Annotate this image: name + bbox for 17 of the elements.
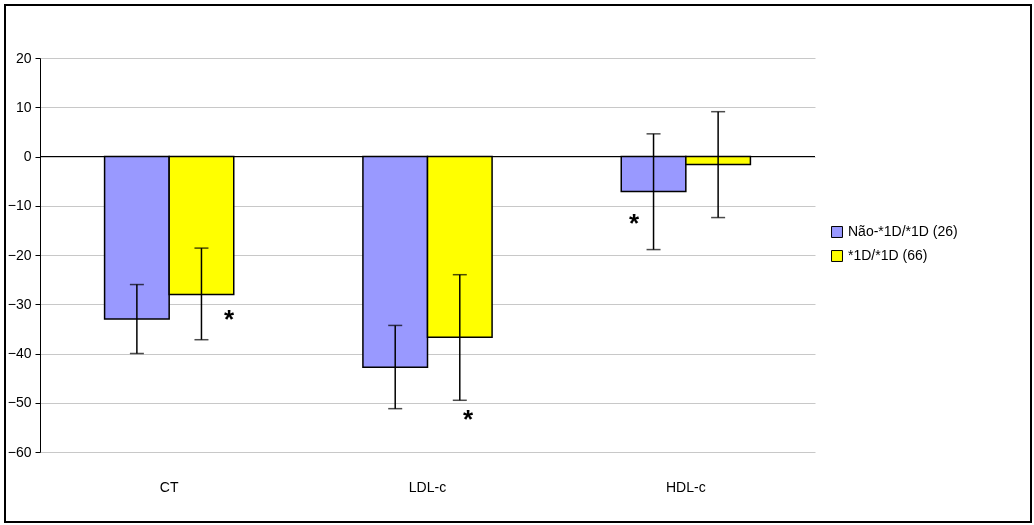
y-tick-label: −40: [7, 345, 32, 361]
y-tick-label: −20: [7, 246, 32, 263]
annotation: *: [628, 208, 640, 238]
x-tick-label: LDL-c: [408, 478, 447, 495]
x-tick-label: HDL-c: [666, 478, 706, 495]
annotation: *: [462, 404, 474, 434]
y-tick-label: −60: [7, 443, 32, 460]
annotation: *: [223, 304, 235, 334]
x-tick-label: CT: [159, 478, 179, 495]
legend-label: Não-*1D/*1D (26): [848, 223, 958, 239]
y-tick-label: 10: [15, 98, 32, 115]
y-tick-label: −30: [7, 295, 32, 312]
y-tick-label: 20: [15, 49, 32, 66]
y-tick-label: −50: [7, 394, 32, 411]
legend-label: *1D/*1D (66): [848, 247, 928, 263]
y-tick-label: 0: [23, 148, 32, 164]
y-tick-label: −10: [7, 197, 32, 214]
